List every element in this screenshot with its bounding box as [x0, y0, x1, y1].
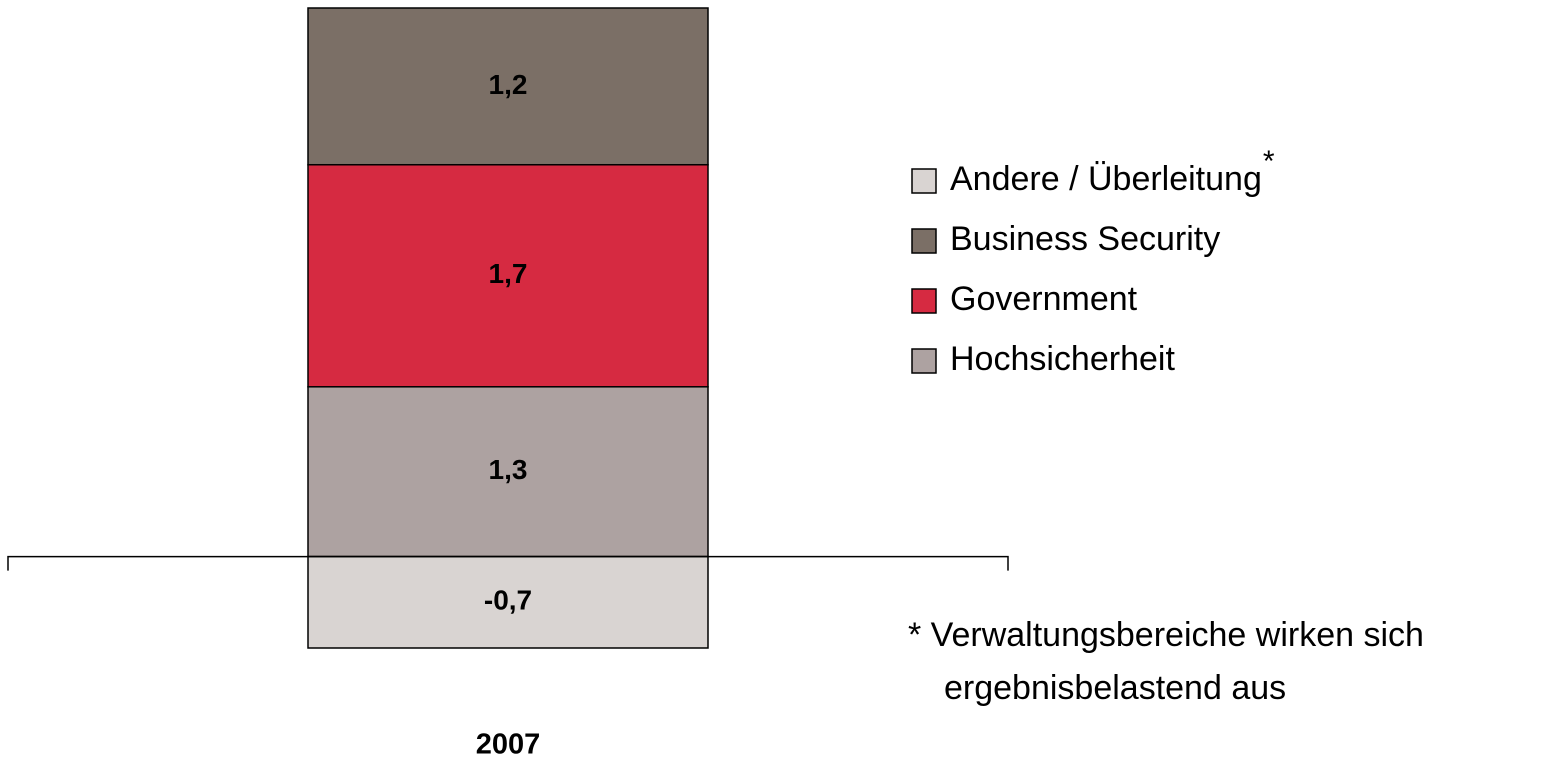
legend-swatch	[911, 288, 937, 314]
bar-segment	[307, 555, 709, 649]
footnote: * Verwaltungsbereiche wirken sich	[908, 616, 1424, 654]
bar-segment	[307, 7, 709, 166]
bar-segment	[307, 386, 709, 558]
legend-swatch	[911, 168, 937, 194]
bar-segment	[307, 163, 709, 388]
x-axis	[7, 555, 1009, 571]
value-label: 1,3	[489, 454, 528, 485]
x-tick-label: 2007	[476, 729, 541, 761]
footnote: ergebnisbelastend aus	[944, 669, 1286, 707]
legend-label: Government	[950, 280, 1138, 318]
legend-label: Hochsicherheit	[950, 340, 1175, 378]
legend-label: Andere / Überleitung	[950, 160, 1262, 198]
legend-label: Business Security	[950, 220, 1220, 258]
legend-swatch	[911, 228, 937, 254]
value-label: -0,7	[484, 585, 532, 616]
value-label: 1,7	[489, 258, 528, 289]
legend-footnote-marker: *	[1263, 145, 1275, 178]
value-label: 1,2	[489, 69, 528, 100]
legend-swatch	[911, 348, 937, 374]
